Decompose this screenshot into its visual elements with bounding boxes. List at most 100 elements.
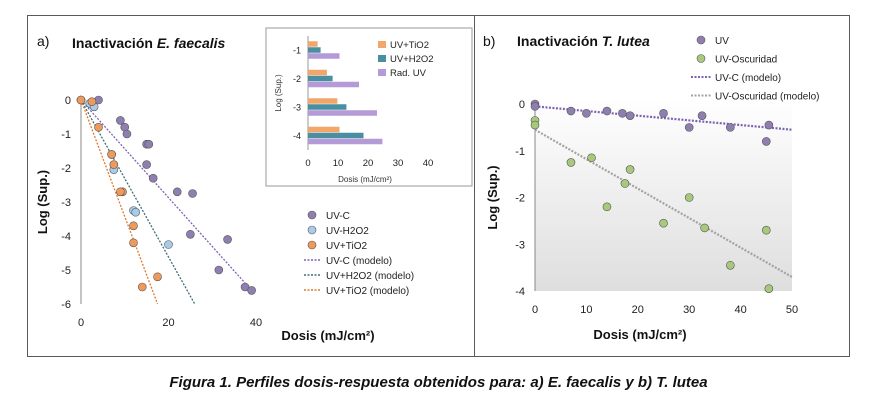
legend-label: UV [715,36,729,47]
point-tio2 [116,187,125,197]
y-tick-label: -3 [515,239,525,251]
chart-title-b: Inactivación T. lutea [517,33,650,49]
x-tick-label: 20 [162,317,174,329]
inset-x-tick: 40 [423,158,434,169]
point-uv-dark [764,284,774,293]
x-axis-title-b: Dosis (mJ/cm²) [593,327,686,342]
point-uvc [144,139,154,149]
inset-category-label: -1 [293,45,301,55]
inset-category-label: -2 [293,74,301,84]
point-tio2 [109,160,119,169]
inset-bar-tio2 [308,41,318,47]
y-axis-title-a: Log (Sup.) [35,170,50,234]
legend-label: UV-Oscuridad [715,55,777,66]
y-tick-label: -1 [61,129,71,141]
point-uvc [148,173,158,183]
legend-label: UV+TiO2 [326,241,367,252]
point-tio2 [137,282,147,292]
point-h2o2 [131,207,140,217]
inset-x-tick: 30 [393,158,404,169]
point-h2o2 [164,240,173,249]
y-axis-title-b: Log (Sup.) [485,165,500,229]
model-line-h2o2 [80,99,196,305]
point-uvc [223,235,232,244]
y-tick-label: -2 [61,163,71,175]
y-tick-label: -4 [61,231,71,243]
model-line-uv [534,105,793,131]
y-tick-label: -3 [61,197,71,209]
point-uvc [142,160,151,169]
panel-a: a) Inactivación E. faecalis 0 -1 -2 -3 -4 -5 -6 0… [27,15,475,357]
inset-bar-rad [308,81,359,88]
inset-bar-tio2 [308,126,340,133]
legend-label: UV-H2O2 [326,226,369,237]
point-uvc [116,116,125,125]
point-uv-dark [587,153,596,163]
chart-title-a-plain: Inactivación [72,35,157,51]
legend-label: UV-C [326,211,350,222]
inset-x-title: Dosis (mJ/cm²) [338,175,392,184]
chart-b-svg: b) Inactivación T. lutea 0 -1 -2 -3 -4 0 10 20 30 4… [483,33,819,342]
point-uvc [247,286,256,295]
chart-title-b-species: T. lutea [602,33,650,49]
point-tio2 [87,97,97,106]
chart-title-b-plain: Inactivación [517,33,602,49]
point-tio2 [153,272,162,282]
y-tick-label: -1 [515,146,525,158]
inset-legend-swatch-h2o2 [378,55,386,62]
model-line-tio2 [80,99,159,305]
legend-marker-uv-dark [696,54,706,63]
legend-marker-h2o2 [307,225,317,235]
x-tick-label: 0 [532,304,538,316]
point-uvc [172,187,182,197]
model-line-uv-dark [534,128,793,278]
y-tick-label: -2 [515,193,525,205]
panel-b: b) Inactivación T. lutea 0 -1 -2 -3 -4 0 10 20 30 4… [474,15,850,357]
inset-legend-label: UV+TiO2 [390,40,429,51]
inset-legend-label: Rad. UV [390,68,427,79]
point-uvc [188,189,197,198]
inset-x-tick: 0 [305,158,310,169]
inset-bar-h2o2 [308,47,321,53]
inset-x-tick: 20 [363,158,374,169]
point-uv-dark [761,225,771,235]
point-uv [764,120,774,130]
inset-bar-h2o2 [308,104,347,110]
chart-title-a: Inactivación E. faecalis [72,35,226,51]
point-uv [684,123,694,132]
x-tick-label: 20 [632,304,644,316]
y-tick-label: -5 [61,265,71,277]
point-uv-dark [684,193,694,202]
inset-bar-tio2 [308,98,338,104]
legend-label: UV-Oscuridad (modelo) [715,92,819,103]
chart-title-a-species: E. faecalis [157,35,226,51]
x-tick-label: 0 [78,317,84,329]
point-uv [618,109,627,118]
legend-marker-uvc [307,210,317,220]
point-uvc [186,230,195,239]
x-tick-label: 10 [580,304,592,316]
legend-label: UV-C (modelo) [715,73,781,84]
point-uvc [214,265,224,275]
inset-frame [265,27,473,187]
legend-marker-uv [696,35,706,45]
figure-caption: Figura 1. Perfiles dosis-respuesta obten… [169,374,708,391]
inset-bar-tio2 [308,69,327,76]
y-tick-label: 0 [65,95,71,107]
inset-legend-swatch-rad [378,69,386,76]
inset-bar-rad [308,110,377,116]
inset-bar-rad [308,138,383,145]
point-uv-dark [566,158,576,167]
point-uv [566,106,576,116]
point-uv-dark [726,260,735,270]
point-uv [697,111,707,120]
y-tick-label: -6 [61,299,71,311]
legend-label: UV-C (modelo) [326,256,392,267]
inset-legend-swatch-tio2 [378,41,386,48]
x-axis-title-a: Dosis (mJ/cm²) [281,328,374,343]
y-tick-label: 0 [519,99,525,111]
point-tio2 [107,150,116,159]
point-uvc [122,129,132,139]
point-uv-dark [659,218,668,228]
point-uv [582,109,591,118]
